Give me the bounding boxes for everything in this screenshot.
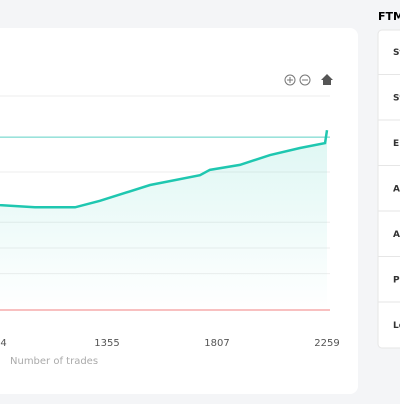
x-tick-label: 2259 [314, 338, 339, 349]
equity-line [0, 130, 329, 209]
x-tick-label: 1807 [204, 338, 229, 349]
stats-list: St St E A A Pl Lo [378, 48, 400, 331]
plot [0, 95, 330, 311]
stat-label: A [393, 185, 400, 195]
zoom-out[interactable] [299, 74, 311, 86]
stat-label: St [393, 48, 400, 58]
stat-label: E [393, 139, 399, 149]
x-axis-label: Number of trades [10, 356, 98, 367]
stat-label: A [393, 230, 400, 240]
stats-card [377, 29, 400, 349]
x-tick-label: 904 [0, 338, 7, 349]
x-axis: 904 1355 1807 2259 [0, 338, 340, 349]
stat-label: Lo [393, 321, 400, 331]
zoom-in[interactable] [284, 74, 296, 86]
line-area [0, 130, 327, 310]
panel-title: FTM [378, 10, 400, 23]
x-tick-label: 1355 [94, 338, 119, 349]
home-button[interactable] [321, 74, 333, 85]
stat-label: St [393, 94, 400, 104]
stat-label: Pl [393, 276, 400, 286]
